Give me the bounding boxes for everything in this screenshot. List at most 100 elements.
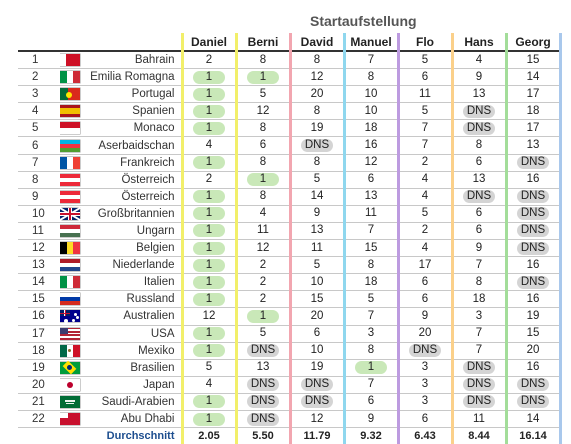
result-cell-daniel: 12 [180, 307, 238, 326]
result-value: 1 [193, 190, 225, 204]
race-number: 12 [18, 239, 60, 258]
race-name: Monaco [84, 119, 182, 138]
race-number: 19 [18, 359, 60, 377]
result-value: 9 [367, 412, 375, 425]
race-number: 14 [18, 273, 60, 292]
race-number: 18 [18, 342, 60, 360]
average-row: Durchschnitt 2.05 5.50 11.79 9.32 6.43 8.44 16.… [18, 427, 562, 444]
result-value: 4 [259, 207, 267, 220]
average-label: Durchschnitt [106, 430, 175, 443]
result-cell-david: 19 [288, 359, 346, 377]
result-cell-flo: 2 [396, 154, 454, 172]
result-cell-hans: 13 [450, 85, 508, 104]
result-value: 9 [313, 207, 321, 220]
result-cell-hans: DNS [450, 359, 508, 377]
result-cell-berni: DNS [234, 410, 292, 429]
average-value-manuel: 9.32 [342, 427, 400, 444]
result-value: 8 [475, 139, 483, 152]
result-cell-manuel: 15 [342, 239, 400, 258]
result-cell-flo: 5 [396, 51, 454, 70]
result-cell-hans: 9 [450, 239, 508, 258]
result-value: 12 [310, 412, 324, 425]
result-value: 14 [310, 190, 324, 203]
usa-flag-icon [60, 327, 80, 340]
result-cell-hans: 3 [450, 307, 508, 326]
result-cell-berni: 8 [234, 51, 292, 70]
result-value: 4 [421, 190, 429, 203]
result-cell-manuel: 6 [342, 393, 400, 411]
result-value: DNS [463, 104, 495, 118]
average-value-daniel: 2.05 [180, 427, 238, 444]
driver-header-manuel: Manuel [342, 33, 400, 52]
result-value: 1 [193, 412, 225, 426]
flag-cell [60, 393, 84, 411]
result-value: DNS [301, 395, 333, 409]
result-value: 2 [259, 275, 267, 288]
result-value: 6 [421, 70, 429, 83]
race-name: Ungarn [84, 222, 182, 241]
race-name: Spanien [84, 102, 182, 121]
result-cell-hans: 6 [450, 205, 508, 223]
race-name: Großbritannien [84, 205, 182, 223]
result-value: 1 [355, 361, 387, 375]
result-cell-flo: 4 [396, 239, 454, 258]
result-cell-manuel: 12 [342, 154, 400, 172]
result-cell-flo: 20 [396, 325, 454, 343]
result-cell-manuel: 5 [342, 290, 400, 309]
result-cell-daniel: 2 [180, 171, 238, 189]
result-cell-flo: 2 [396, 222, 454, 241]
result-value: 3 [421, 361, 429, 374]
result-cell-georg: 19 [504, 307, 562, 326]
race-row: 9 Österreich 1 8 14 13 4 DNS DNS [18, 188, 562, 206]
driver-header-georg: Georg [504, 33, 562, 52]
result-cell-daniel: 1 [180, 393, 238, 411]
flag-cell [60, 359, 84, 377]
result-value: 8 [313, 53, 321, 66]
result-value: 1 [193, 395, 225, 409]
race-number: 6 [18, 136, 60, 155]
result-cell-flo: 3 [396, 359, 454, 377]
result-value: 13 [364, 190, 378, 203]
result-cell-berni: 1 [234, 307, 292, 326]
saudi-flag-icon [60, 395, 80, 408]
result-value: 3 [421, 378, 429, 391]
result-cell-manuel: 10 [342, 85, 400, 104]
average-value-georg: 16.14 [504, 427, 562, 444]
france-flag-icon [60, 156, 81, 169]
result-value: 1 [247, 309, 279, 323]
result-value: 20 [418, 327, 432, 340]
result-value: DNS [517, 378, 549, 392]
result-value: 7 [367, 224, 375, 237]
result-value: 6 [367, 173, 375, 186]
result-value: 4 [475, 53, 483, 66]
result-value: DNS [517, 207, 549, 221]
result-cell-hans: 8 [450, 273, 508, 292]
race-name: Österreich [84, 188, 182, 206]
result-cell-david: 10 [288, 273, 346, 292]
result-value: 20 [310, 87, 324, 100]
result-cell-david: DNS [288, 136, 346, 155]
result-value: DNS [517, 395, 549, 409]
result-cell-georg: 15 [504, 51, 562, 70]
result-cell-david: 19 [288, 119, 346, 138]
result-value: 15 [526, 327, 540, 340]
result-cell-daniel: 1 [180, 239, 238, 258]
race-row: 19 Brasilien 5 13 19 1 3 DNS 16 [18, 359, 562, 377]
result-value: 18 [472, 292, 486, 305]
result-cell-flo: 6 [396, 273, 454, 292]
result-value: 1 [193, 344, 225, 358]
result-value: 6 [475, 207, 483, 220]
flag-cell [60, 188, 84, 206]
race-name: Niederlande [84, 256, 182, 275]
flag-cell [60, 290, 84, 309]
race-name: Italien [84, 273, 182, 292]
result-cell-flo: 11 [396, 85, 454, 104]
race-number: 5 [18, 119, 60, 138]
result-value: 20 [526, 344, 540, 357]
result-value: 4 [205, 139, 213, 152]
result-cell-manuel: 8 [342, 342, 400, 360]
spain-flag-icon [60, 105, 80, 118]
race-row: 22 Abu Dhabi 1 DNS 12 9 6 11 14 [18, 410, 562, 429]
russia-flag-icon [60, 293, 80, 306]
result-value: DNS [517, 190, 549, 204]
